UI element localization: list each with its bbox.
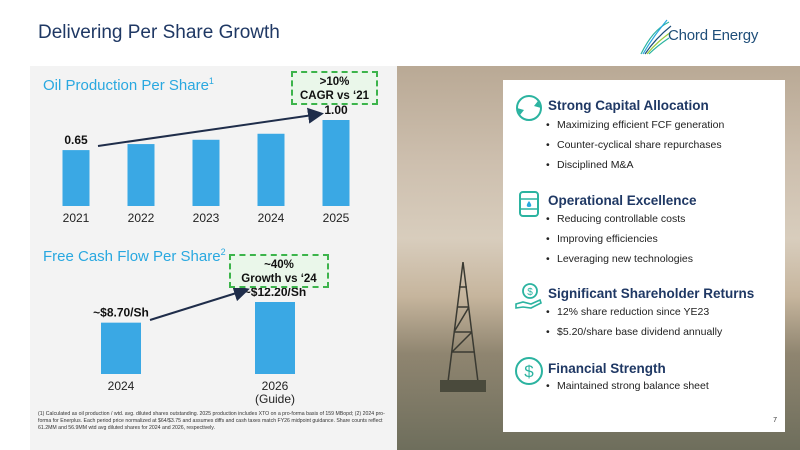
- fcf-callout-line2: Growth vs ‘24: [241, 273, 317, 285]
- dollar-circle-icon: $: [515, 357, 543, 385]
- oil-cagr-callout: >10% CAGR vs ‘21: [291, 71, 378, 105]
- x-tick-label: 2021: [63, 211, 90, 225]
- bullet-item: Leveraging new technologies: [546, 253, 693, 265]
- bar-2025: [322, 120, 350, 206]
- bullet-item: Reducing controllable costs: [546, 213, 685, 225]
- fcf-callout-line1: ~40%: [264, 259, 294, 271]
- bullet-item: $5.20/share base dividend annually: [546, 326, 722, 338]
- bar-2023: [192, 139, 220, 206]
- recycle-arrows-icon: [516, 95, 542, 121]
- x-tick-label: 2024: [108, 379, 135, 393]
- drilling-rig-icon: [440, 262, 486, 392]
- bar-2022: [127, 144, 155, 206]
- data-label: 0.65: [64, 133, 88, 147]
- footnote: (1) Calculated as oil production / wtd. …: [38, 411, 385, 432]
- oil-callout-line1: >10%: [319, 76, 350, 88]
- x-tick-label: (Guide): [255, 392, 295, 406]
- chord-logo-icon: [640, 19, 672, 55]
- fcf-chart-title: Free Cash Flow Per Share2: [43, 247, 226, 265]
- bar-2026: [255, 302, 295, 374]
- section-title-capital-allocation: Strong Capital Allocation: [548, 98, 709, 113]
- data-label: ~$12.20/Sh: [244, 285, 306, 299]
- logo-text: Chord Energy: [668, 27, 759, 44]
- oil-trend-arrow: [97, 107, 324, 147]
- bar-2024: [101, 322, 141, 374]
- data-label: ~$8.70/Sh: [93, 306, 149, 320]
- x-tick-label: 2025: [323, 211, 350, 225]
- x-tick-label: 2023: [193, 211, 220, 225]
- oil-callout-line2: CAGR vs ‘21: [299, 90, 370, 102]
- x-tick-label: 2022: [128, 211, 155, 225]
- svg-text:$: $: [524, 362, 534, 381]
- hand-dollar-icon: $: [515, 283, 542, 309]
- bullet-item: Disciplined M&A: [546, 159, 634, 171]
- oil-barrel-icon: [519, 191, 539, 217]
- strategy-card: Strong Capital Allocation Maximizing eff…: [503, 80, 785, 432]
- x-tick-label: 2024: [258, 211, 285, 225]
- bullet-item: Maintained strong balance sheet: [546, 380, 709, 392]
- page-title: Delivering Per Share Growth: [38, 22, 280, 43]
- page-number: 7: [773, 417, 777, 424]
- bullet-item: 12% share reduction since YE23: [546, 306, 709, 318]
- section-title-financial-strength: Financial Strength: [548, 361, 666, 376]
- bullet-item: Maximizing efficient FCF generation: [546, 119, 724, 131]
- data-label: 1.00: [324, 103, 348, 117]
- bar-2024: [257, 133, 285, 206]
- fcf-growth-callout: ~40% Growth vs ‘24: [229, 254, 329, 288]
- bullet-item: Counter-cyclical share repurchases: [546, 139, 722, 151]
- oil-chart-title: Oil Production Per Share1: [43, 76, 214, 94]
- x-tick-label: 2026: [262, 379, 289, 393]
- section-title-operational-excellence: Operational Excellence: [548, 193, 697, 208]
- bar-2021: [62, 150, 90, 206]
- bullet-item: Improving efficiencies: [546, 233, 658, 245]
- svg-text:$: $: [527, 287, 533, 298]
- section-title-shareholder-returns: Significant Shareholder Returns: [548, 286, 755, 301]
- fcf-trend-arrow: [149, 285, 250, 321]
